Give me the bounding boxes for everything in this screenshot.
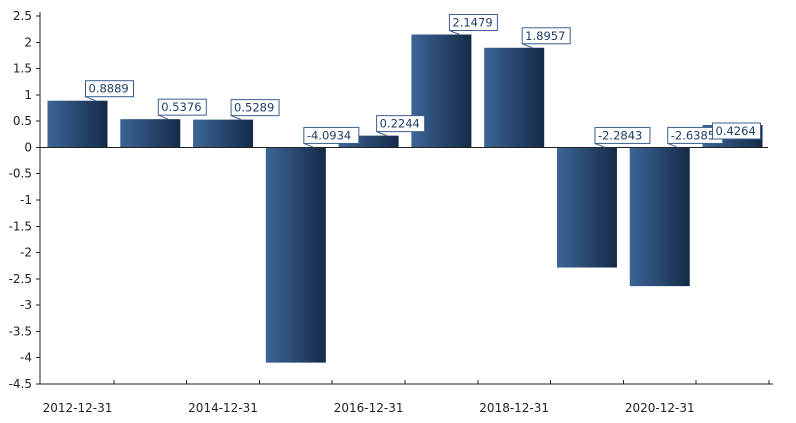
x-tick-label: 2018-12-31 <box>479 401 549 415</box>
data-label: 0.5376 <box>161 100 201 114</box>
y-tick-label: 1 <box>24 88 32 102</box>
data-label: -2.6385 <box>671 128 715 142</box>
data-label: 2.1479 <box>452 16 492 30</box>
x-tick-label: 2016-12-31 <box>334 401 404 415</box>
data-label-leader <box>594 142 606 148</box>
data-label-box <box>376 115 426 133</box>
y-tick-label: -4 <box>20 351 32 365</box>
y-tick-label: -1 <box>20 193 32 207</box>
y-tick-label: -1.5 <box>9 219 32 233</box>
data-label: 0.8889 <box>89 82 129 96</box>
bar <box>556 147 617 268</box>
bar <box>120 119 181 148</box>
y-tick-label: -2.5 <box>9 272 32 286</box>
bar <box>265 147 326 363</box>
data-label-leader <box>667 142 678 148</box>
y-tick-label: 0.5 <box>13 114 32 128</box>
y-tick-label: -0.5 <box>9 167 32 181</box>
x-tick-label: 2012-12-31 <box>43 401 113 415</box>
data-label-box <box>303 126 360 144</box>
data-label: 1.8957 <box>525 29 565 43</box>
data-label: -4.0934 <box>307 128 351 142</box>
y-tick-label: 1.5 <box>13 62 32 76</box>
data-label-leader <box>376 131 387 137</box>
data-labels: 0.8889 0.5376 0.5289 -4.0934 0.2244 2.1479 1.8… <box>85 14 762 148</box>
y-tick-label: -4.5 <box>9 377 32 391</box>
data-label: 0.4264 <box>716 124 756 138</box>
data-label-box <box>594 126 651 144</box>
data-label-leader <box>521 43 533 49</box>
data-label: 0.5289 <box>234 101 274 115</box>
y-tick-label: -3 <box>20 298 32 312</box>
y-tick-label: 2.5 <box>13 9 32 23</box>
bar <box>629 147 690 287</box>
x-tick-label: 2014-12-31 <box>188 401 258 415</box>
y-axis: 2.5 2 1.5 1 0.5 0 -0.5 -1 -1.5 -2 -2.5 -3 -3.5 -4 -4.5 <box>9 9 41 391</box>
data-label-leader <box>449 30 460 35</box>
y-tick-label: 2 <box>24 35 32 49</box>
data-label-leader <box>230 115 242 121</box>
bars <box>47 34 763 363</box>
data-label-box <box>85 80 134 98</box>
data-label-box <box>448 14 498 32</box>
data-label-box <box>230 99 280 117</box>
data-label-leader <box>158 114 169 120</box>
data-label: 0.2244 <box>380 117 420 131</box>
y-tick-label: 0 <box>24 140 32 154</box>
data-label: -2.2843 <box>598 128 642 142</box>
x-axis: 2012-12-31 2014-12-31 2016-12-31 2018-12-31… <box>39 146 773 415</box>
data-label-leader <box>303 142 315 148</box>
data-label-box <box>157 98 207 116</box>
y-tick-label: -3.5 <box>9 324 32 338</box>
data-label-box <box>712 122 762 140</box>
bar <box>47 100 108 148</box>
y-tick-label: -2 <box>20 246 32 260</box>
x-tick-label: 2020-12-31 <box>625 401 695 415</box>
bar <box>193 119 254 148</box>
data-label-box <box>521 27 571 45</box>
data-label-leader <box>85 96 96 102</box>
bar <box>484 47 545 148</box>
bar <box>338 135 399 148</box>
